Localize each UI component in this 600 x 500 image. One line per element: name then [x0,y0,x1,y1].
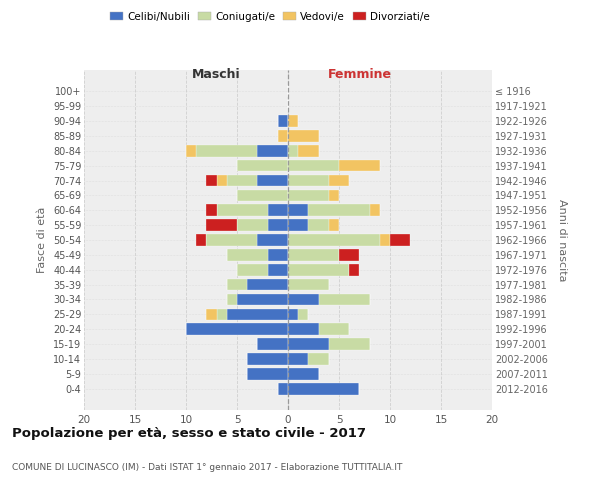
Bar [288,220,308,231]
Bar [206,234,257,246]
Bar [268,220,288,231]
Bar [257,234,288,246]
Bar [288,204,308,216]
Text: COMUNE DI LUCINASCO (IM) - Dati ISTAT 1° gennaio 2017 - Elaborazione TUTTITALIA.: COMUNE DI LUCINASCO (IM) - Dati ISTAT 1°… [12,462,403,471]
Bar [237,190,288,201]
Bar [227,174,257,186]
Bar [278,130,288,141]
Bar [288,308,298,320]
Bar [288,130,319,141]
Bar [308,353,329,365]
Bar [288,249,339,260]
Bar [196,145,257,156]
Y-axis label: Anni di nascita: Anni di nascita [557,198,567,281]
Bar [319,294,370,306]
Bar [349,264,359,276]
Bar [288,174,329,186]
Bar [237,264,268,276]
Bar [237,160,288,172]
Bar [206,308,217,320]
Bar [217,204,268,216]
Bar [268,249,288,260]
Bar [196,234,206,246]
Y-axis label: Fasce di età: Fasce di età [37,207,47,273]
Bar [370,204,380,216]
Bar [257,174,288,186]
Bar [390,234,410,246]
Bar [247,353,288,365]
Bar [237,220,268,231]
Bar [288,368,319,380]
Bar [288,264,349,276]
Bar [288,324,319,335]
Text: Popolazione per età, sesso e stato civile - 2017: Popolazione per età, sesso e stato civil… [12,428,366,440]
Bar [339,160,380,172]
Bar [206,220,237,231]
Bar [288,160,339,172]
Bar [227,308,288,320]
Bar [329,174,349,186]
Bar [308,220,329,231]
Bar [329,220,339,231]
Bar [217,308,227,320]
Bar [288,294,319,306]
Bar [329,190,339,201]
Bar [247,279,288,290]
Bar [268,204,288,216]
Bar [227,279,247,290]
Bar [288,338,329,350]
Bar [288,353,308,365]
Bar [268,264,288,276]
Legend: Celibi/Nubili, Coniugati/e, Vedovi/e, Divorziati/e: Celibi/Nubili, Coniugati/e, Vedovi/e, Di… [106,8,434,26]
Bar [257,145,288,156]
Bar [217,174,227,186]
Bar [308,204,370,216]
Bar [298,145,319,156]
Bar [237,294,288,306]
Bar [288,115,298,127]
Bar [288,145,298,156]
Bar [186,324,288,335]
Bar [288,383,359,394]
Bar [319,324,349,335]
Bar [257,338,288,350]
Bar [247,368,288,380]
Bar [278,383,288,394]
Text: Maschi: Maschi [192,68,241,81]
Bar [186,145,196,156]
Bar [206,204,217,216]
Bar [380,234,390,246]
Bar [329,338,370,350]
Bar [206,174,217,186]
Bar [339,249,359,260]
Bar [288,234,380,246]
Bar [227,294,237,306]
Bar [278,115,288,127]
Bar [227,249,268,260]
Bar [298,308,308,320]
Bar [288,190,329,201]
Bar [288,279,329,290]
Text: Femmine: Femmine [328,68,391,81]
